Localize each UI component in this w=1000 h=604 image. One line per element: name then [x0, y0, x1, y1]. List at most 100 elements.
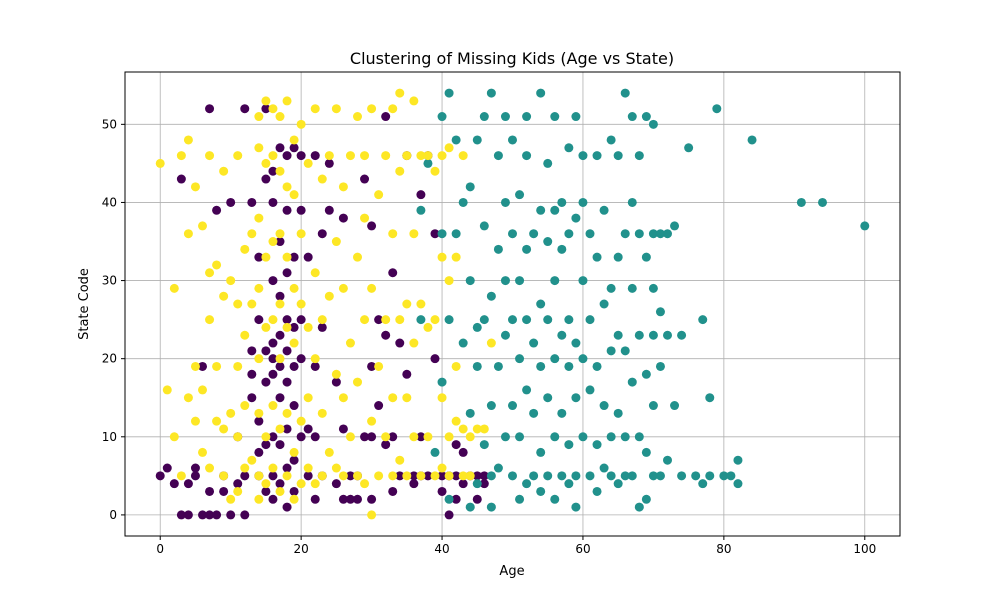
data-point: [409, 432, 419, 442]
data-point: [367, 361, 377, 371]
data-point: [416, 151, 426, 161]
data-point: [557, 471, 567, 481]
data-point: [444, 143, 454, 153]
data-point: [261, 479, 271, 489]
data-point: [317, 408, 327, 418]
data-point: [240, 510, 250, 520]
data-point: [367, 416, 377, 426]
data-point: [564, 361, 574, 371]
data-point: [620, 432, 630, 442]
data-point: [423, 471, 433, 481]
data-point: [289, 135, 299, 145]
data-point: [261, 346, 271, 356]
data-point: [360, 213, 370, 223]
data-point: [472, 361, 482, 371]
data-point: [275, 440, 285, 450]
data-point: [444, 510, 454, 520]
data-point: [409, 471, 419, 481]
data-point: [212, 361, 222, 371]
data-point: [606, 432, 616, 442]
data-point: [275, 299, 285, 309]
data-point: [409, 338, 419, 348]
data-point: [254, 213, 264, 223]
data-point: [648, 119, 658, 129]
data-point: [381, 440, 391, 450]
data-point: [268, 401, 278, 411]
data-point: [663, 330, 672, 340]
data-point: [472, 424, 482, 434]
data-point: [268, 276, 278, 286]
data-point: [641, 112, 651, 122]
data-point: [479, 471, 489, 481]
data-point: [655, 307, 665, 317]
data-point: [395, 166, 405, 176]
data-point: [416, 471, 426, 481]
data-point: [183, 135, 193, 145]
data-point: [345, 471, 355, 481]
data-point: [282, 463, 292, 473]
data-point: [860, 221, 870, 231]
data-point: [451, 229, 461, 239]
data-point: [500, 432, 510, 442]
data-point: [374, 315, 384, 325]
data-point: [437, 486, 447, 496]
data-point: [465, 182, 475, 192]
data-point: [331, 104, 341, 114]
data-point: [360, 432, 370, 442]
data-point: [458, 447, 468, 457]
data-point: [169, 479, 179, 489]
data-point: [367, 510, 377, 520]
data-point: [296, 229, 306, 239]
data-point: [416, 315, 426, 325]
data-point: [353, 377, 362, 387]
data-point: [599, 463, 609, 473]
data-point: [705, 393, 715, 403]
data-point: [205, 510, 215, 520]
data-point: [458, 479, 468, 489]
data-point: [550, 276, 560, 286]
data-point: [310, 268, 320, 278]
data-point: [620, 471, 630, 481]
data-point: [169, 283, 179, 293]
data-point: [437, 252, 447, 262]
data-point: [733, 479, 743, 489]
data-point: [508, 229, 517, 239]
data-point: [613, 479, 623, 489]
data-point: [317, 315, 327, 325]
x-tick-label: 60: [575, 542, 590, 556]
data-point: [212, 205, 222, 215]
data-point: [493, 361, 503, 371]
data-point: [500, 197, 510, 207]
data-point: [402, 369, 412, 379]
data-point: [472, 494, 482, 504]
data-point: [634, 151, 644, 161]
data-point: [360, 479, 370, 489]
data-point: [465, 502, 475, 512]
data-point: [592, 486, 602, 496]
data-point: [641, 447, 651, 457]
data-point: [606, 135, 616, 145]
data-point: [282, 96, 292, 106]
data-point: [508, 135, 517, 145]
data-point: [233, 479, 243, 489]
data-point: [402, 471, 412, 481]
data-point: [367, 104, 377, 114]
data-point: [268, 432, 278, 442]
data-point: [240, 471, 250, 481]
data-point: [493, 244, 503, 254]
data-point: [500, 330, 510, 340]
data-point: [254, 447, 264, 457]
y-tick-label: 50: [102, 117, 117, 131]
data-point: [254, 354, 264, 364]
data-point: [212, 510, 222, 520]
data-point: [268, 338, 278, 348]
data-point: [599, 299, 609, 309]
data-point: [655, 361, 665, 371]
data-point: [529, 338, 539, 348]
x-tick-label: 20: [293, 542, 308, 556]
data-point: [289, 447, 299, 457]
data-point: [437, 471, 447, 481]
data-point: [219, 166, 229, 176]
data-point: [451, 494, 461, 504]
data-point: [296, 416, 306, 426]
